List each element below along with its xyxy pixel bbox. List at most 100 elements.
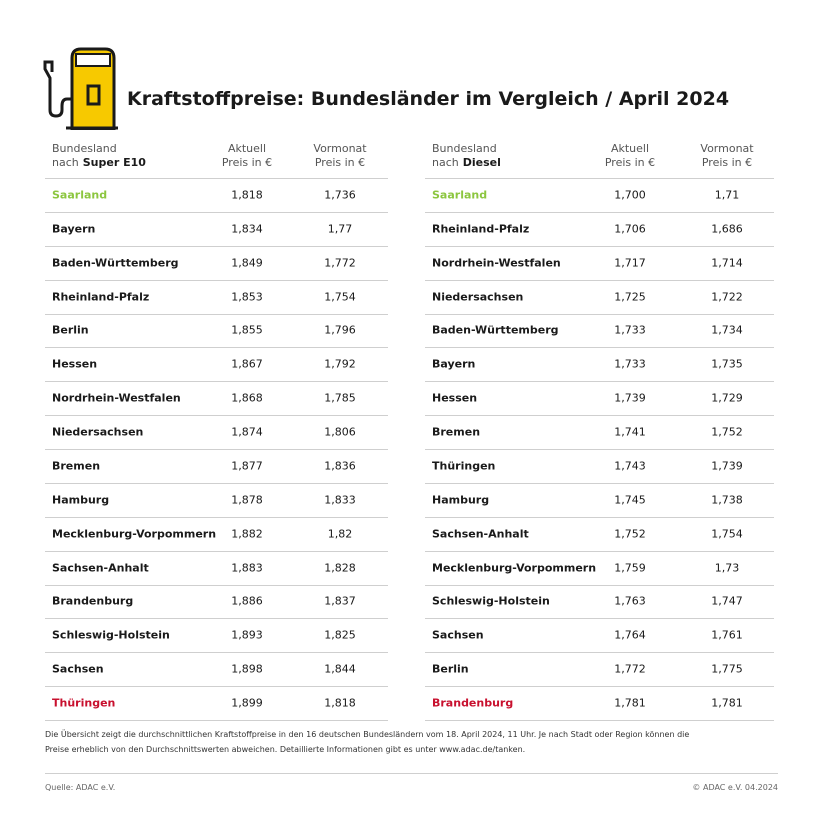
header-line: Preis in € bbox=[701, 156, 753, 169]
row-divider bbox=[425, 652, 774, 654]
price-current: 1,899 bbox=[231, 696, 263, 710]
price-current: 1,725 bbox=[614, 290, 646, 304]
row-divider bbox=[425, 279, 774, 281]
price-previous: 1,738 bbox=[711, 493, 743, 507]
price-previous: 1,833 bbox=[324, 493, 356, 507]
price-current: 1,849 bbox=[231, 256, 263, 270]
price-previous: 1,714 bbox=[711, 256, 743, 270]
state-name: Nordrhein-Westfalen bbox=[52, 391, 181, 405]
state-name: Bayern bbox=[432, 357, 476, 371]
state-name: Baden-Württemberg bbox=[432, 323, 559, 337]
price-current: 1,781 bbox=[614, 696, 646, 710]
price-previous: 1,806 bbox=[324, 425, 356, 439]
row-divider bbox=[45, 245, 388, 247]
row-divider bbox=[425, 516, 774, 518]
row-divider bbox=[45, 449, 388, 450]
price-current: 1,764 bbox=[614, 628, 646, 642]
price-current: 1,743 bbox=[614, 459, 646, 473]
price-current: 1,882 bbox=[231, 527, 263, 541]
price-previous: 1,82 bbox=[327, 527, 353, 541]
state-name: Saarland bbox=[432, 188, 488, 202]
column-header: Aktuell Preis in € bbox=[222, 142, 272, 170]
row-divider bbox=[45, 652, 388, 654]
header-line: Vormonat bbox=[700, 142, 754, 155]
price-previous: 1,739 bbox=[711, 459, 743, 473]
price-previous: 1,747 bbox=[711, 594, 743, 608]
state-name: Bremen bbox=[52, 459, 101, 473]
price-current: 1,867 bbox=[231, 357, 263, 371]
price-previous: 1,844 bbox=[324, 662, 356, 676]
price-previous: 1,792 bbox=[324, 357, 356, 371]
copyright: © ADAC e.V. 04.2024 bbox=[692, 783, 778, 792]
header-text: nach bbox=[52, 156, 79, 169]
row-divider bbox=[425, 211, 774, 213]
state-name: Bayern bbox=[52, 222, 96, 236]
row-divider bbox=[425, 245, 774, 247]
row-divider bbox=[425, 584, 774, 586]
price-current: 1,733 bbox=[614, 357, 646, 371]
state-name: Hamburg bbox=[432, 493, 490, 507]
state-name: Mecklenburg-Vorpommern bbox=[432, 561, 597, 575]
header-line: Preis in € bbox=[604, 156, 656, 169]
price-current: 1,853 bbox=[231, 290, 263, 304]
column-header: Aktuell Preis in € bbox=[605, 142, 655, 170]
state-name: Sachsen bbox=[432, 628, 484, 642]
footnote: Die Übersicht zeigt die durchschnittlich… bbox=[45, 730, 690, 739]
header-line: Preis in € bbox=[314, 156, 366, 169]
row-divider bbox=[425, 720, 774, 721]
price-current: 1,877 bbox=[231, 459, 263, 473]
price-previous: 1,71 bbox=[714, 188, 740, 202]
price-previous: 1,828 bbox=[324, 561, 356, 575]
row-divider bbox=[425, 313, 774, 315]
price-previous: 1,785 bbox=[324, 391, 356, 405]
row-divider bbox=[45, 720, 388, 721]
row-divider bbox=[425, 178, 774, 179]
state-name: Brandenburg bbox=[52, 594, 134, 608]
state-name: Brandenburg bbox=[432, 696, 514, 710]
state-name: Berlin bbox=[432, 662, 469, 676]
row-divider bbox=[425, 347, 774, 349]
price-current: 1,759 bbox=[614, 561, 646, 575]
state-name: Bremen bbox=[432, 425, 481, 439]
header-line: nach Diesel bbox=[432, 156, 501, 170]
row-divider bbox=[45, 686, 388, 688]
source: Quelle: ADAC e.V. bbox=[45, 783, 116, 792]
price-current: 1,706 bbox=[614, 222, 646, 236]
state-name: Thüringen bbox=[432, 459, 496, 473]
row-divider bbox=[45, 279, 388, 281]
fuel-icon bbox=[43, 47, 118, 130]
price-current: 1,855 bbox=[231, 323, 263, 337]
header-fuel: Diesel bbox=[462, 156, 501, 169]
price-previous: 1,736 bbox=[324, 188, 356, 202]
state-name: Schleswig-Holstein bbox=[52, 628, 170, 642]
price-previous: 1,761 bbox=[711, 628, 743, 642]
row-divider bbox=[425, 686, 774, 688]
price-previous: 1,754 bbox=[324, 290, 356, 304]
price-current: 1,739 bbox=[614, 391, 646, 405]
row-divider bbox=[425, 618, 774, 620]
row-divider bbox=[45, 211, 388, 213]
price-current: 1,868 bbox=[231, 391, 263, 405]
header-fuel: Super E10 bbox=[82, 156, 146, 169]
header-line: Vormonat bbox=[313, 142, 367, 155]
state-name: Thüringen bbox=[52, 696, 116, 710]
price-current: 1,883 bbox=[231, 561, 263, 575]
column-header: Vormonat Preis in € bbox=[700, 142, 753, 170]
price-current: 1,834 bbox=[231, 222, 263, 236]
state-name: Niedersachsen bbox=[432, 290, 524, 304]
price-previous: 1,836 bbox=[324, 459, 356, 473]
state-name: Rheinland-Pfalz bbox=[52, 290, 150, 304]
state-name: Nordrhein-Westfalen bbox=[432, 256, 561, 270]
price-previous: 1,754 bbox=[711, 527, 743, 541]
row-divider bbox=[45, 178, 388, 179]
price-current: 1,898 bbox=[231, 662, 263, 676]
header-text: nach bbox=[432, 156, 459, 169]
row-divider bbox=[425, 381, 774, 383]
price-current: 1,745 bbox=[614, 493, 646, 507]
header-line: nach Super E10 bbox=[52, 156, 146, 170]
state-name: Schleswig-Holstein bbox=[432, 594, 550, 608]
price-previous: 1,775 bbox=[711, 662, 743, 676]
state-name: Baden-Württemberg bbox=[52, 256, 179, 270]
row-divider bbox=[425, 415, 774, 417]
